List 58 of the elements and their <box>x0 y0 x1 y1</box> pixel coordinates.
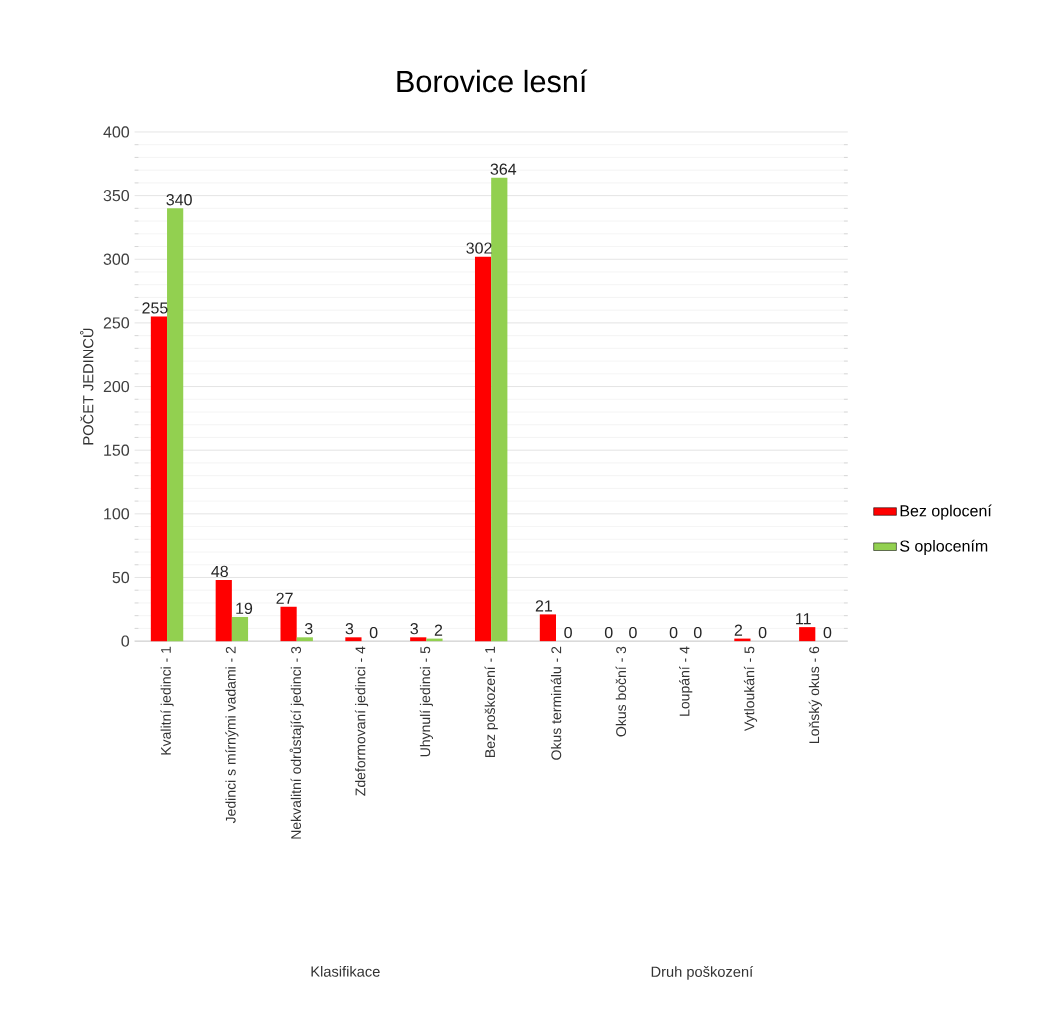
data-label: 0 <box>564 626 572 639</box>
x-tick-label: Loňský okus - 6 <box>808 646 822 743</box>
y-tick-label: 250 <box>103 317 130 329</box>
x-tick-label: Zdeformovaní jedinci - 4 <box>354 646 369 796</box>
x-tick-label: Okus terminálu - 2 <box>550 646 562 760</box>
data-label: 0 <box>758 626 767 639</box>
bar <box>410 637 427 641</box>
y-tick-label: 200 <box>103 380 130 393</box>
x-tick-label: Uhynulí jedinci - 5 <box>419 646 433 757</box>
bar <box>150 316 168 641</box>
bar <box>491 177 508 641</box>
bar <box>474 256 492 641</box>
data-label: 0 <box>693 626 702 639</box>
bar <box>345 637 362 641</box>
y-tick-label: 300 <box>103 253 130 265</box>
y-tick-label: 100 <box>104 508 130 520</box>
y-axis-title: POČET JEDINCŮ <box>80 328 94 445</box>
x-tick-label: Bez poškození - 1 <box>484 646 498 757</box>
x-tick-label: Okus boční - 3 <box>615 646 627 737</box>
bar <box>167 208 184 641</box>
text: Klasifikace <box>311 965 380 977</box>
bar <box>539 614 557 641</box>
data-label: 0 <box>669 626 678 639</box>
x-tick-label: Jedinci s mírnými vadami - 2 <box>225 646 239 824</box>
data-label: 11 <box>796 613 811 625</box>
data-label: 19 <box>236 602 253 614</box>
y-tick-label: 350 <box>103 189 130 202</box>
bar <box>799 626 816 641</box>
bar <box>215 579 232 641</box>
data-label: 340 <box>166 193 192 206</box>
x-tick-label: Nekvalitní odrůstající jedinci - 3 <box>289 646 304 839</box>
legend-label: S oplocením <box>900 539 988 555</box>
y-tick-label: 50 <box>112 571 130 583</box>
bar <box>280 606 297 641</box>
x-tick-label: Vytloukání - 5 <box>743 646 758 731</box>
x-tick-label: Kvalitní jedinci - 1 <box>160 646 174 755</box>
data-label: 2 <box>734 624 743 636</box>
text: Druh poškození <box>651 965 754 980</box>
data-label: 27 <box>276 592 293 604</box>
data-label: 0 <box>629 626 637 639</box>
data-label: 3 <box>345 622 354 635</box>
x-tick-label: Loupání - 4 <box>679 646 693 716</box>
data-label: 0 <box>823 626 832 639</box>
data-label: 3 <box>410 622 418 635</box>
data-label: 0 <box>369 626 378 639</box>
bar <box>231 616 249 641</box>
data-label: 364 <box>490 163 517 175</box>
y-tick-label: 0 <box>121 635 130 647</box>
y-tick-label: 150 <box>104 444 130 456</box>
legend-label: Bez oplocení <box>900 504 992 520</box>
data-label: 48 <box>211 565 228 577</box>
data-label: 3 <box>304 622 313 635</box>
bar <box>296 637 313 641</box>
data-label: 0 <box>604 626 613 639</box>
data-label: 21 <box>535 600 553 612</box>
chart-title: Borovice lesní <box>397 69 588 93</box>
data-label: 2 <box>434 624 443 636</box>
y-tick-label: 400 <box>103 126 130 138</box>
